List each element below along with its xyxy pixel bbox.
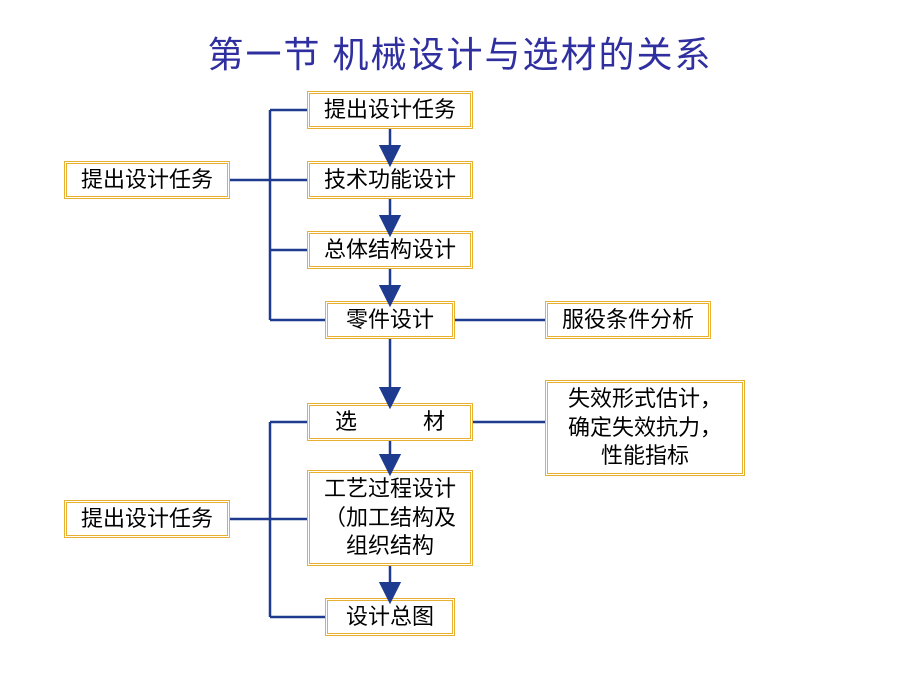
box-m6: 工艺过程设计（加工结构及组织结构	[307, 470, 473, 566]
box-m2: 技术功能设计	[307, 161, 473, 199]
box-m3: 总体结构设计	[307, 231, 473, 269]
box-m1: 提出设计任务	[307, 91, 473, 129]
box-l1: 提出设计任务	[64, 161, 230, 199]
box-r2: 失效形式估计，确定失效抗力，性能指标	[545, 380, 745, 476]
box-m5: 选 材	[307, 403, 473, 441]
page-title: 第一节 机械设计与选材的关系	[0, 26, 920, 78]
box-m4: 零件设计	[325, 301, 455, 339]
box-l2: 提出设计任务	[64, 500, 230, 538]
box-r1: 服役条件分析	[545, 301, 711, 339]
box-m7: 设计总图	[325, 598, 455, 636]
